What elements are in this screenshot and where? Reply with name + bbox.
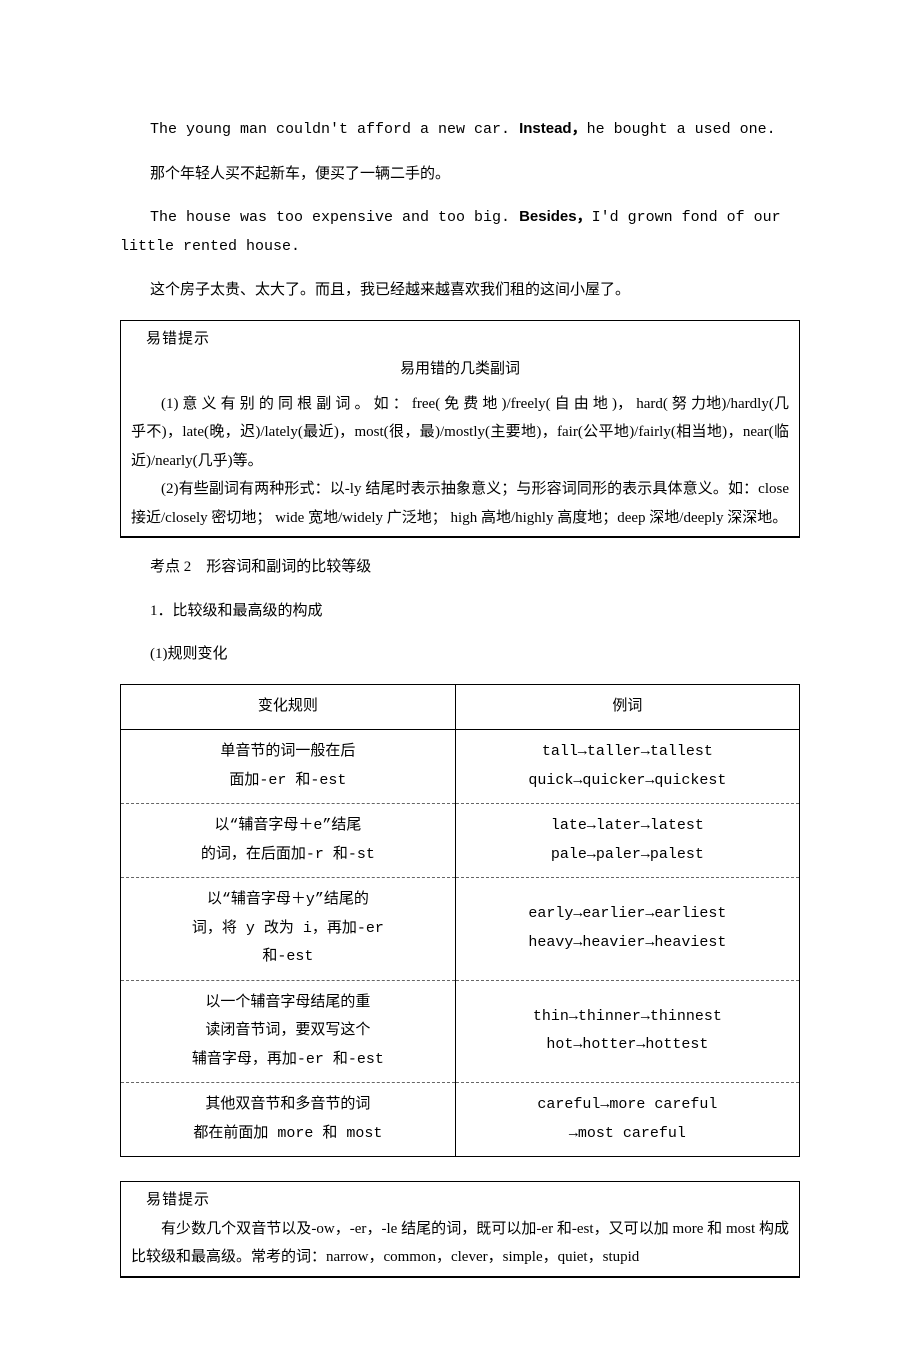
callout-badge-2: 易错提示: [131, 1186, 789, 1215]
table-row: thin→thinner→thinnesthot→hotter→hottest: [455, 980, 799, 1083]
table-row: early→earlier→earliestheavy→heavier→heav…: [455, 878, 799, 981]
sentence-2: The house was too expensive and too big.…: [120, 203, 800, 261]
table-header-rule: 变化规则: [121, 684, 456, 730]
section-heading: 考点 2 形容词和副词的比较等级: [120, 553, 800, 582]
sentence-1: The young man couldn't afford a new car.…: [120, 115, 800, 145]
callout-title: 易用错的几类副词: [131, 355, 789, 384]
table-row: 以一个辅音字母结尾的重读闭音节词，要双写这个辅音字母，再加-er 和-est: [121, 980, 456, 1083]
table-row: 以“辅音字母＋e”结尾的词，在后面加-r 和-st: [121, 804, 456, 878]
translation-2: 这个房子太贵、太大了。而且，我已经越来越喜欢我们租的这间小屋了。: [120, 276, 800, 305]
comparison-table: 变化规则例词 单音节的词一般在后面加-er 和-esttall→taller→t…: [120, 684, 800, 1158]
table-row: careful→more careful→most careful: [455, 1083, 799, 1157]
callout-p2: (2)有些副词有两种形式：以-ly 结尾时表示抽象意义；与形容词同形的表示具体意…: [131, 475, 789, 532]
table-row: 其他双音节和多音节的词都在前面加 more 和 most: [121, 1083, 456, 1157]
section-sub1: 1．比较级和最高级的构成: [120, 597, 800, 626]
table-row: 以“辅音字母＋y”结尾的词，将 y 改为 i，再加-er和-est: [121, 878, 456, 981]
callout-badge: 易错提示: [131, 325, 789, 354]
table-row: late→later→latestpale→paler→palest: [455, 804, 799, 878]
callout-box-2: 易错提示 有少数几个双音节以及-ow，-er，-le 结尾的词，既可以加-er …: [120, 1181, 800, 1278]
table-row: 单音节的词一般在后面加-er 和-est: [121, 730, 456, 804]
section-sub2: (1)规则变化: [120, 640, 800, 669]
callout-box-1: 易错提示 易用错的几类副词 (1) 意 义 有 别 的 同 根 副 词 。 如 …: [120, 320, 800, 539]
callout-p3: 有少数几个双音节以及-ow，-er，-le 结尾的词，既可以加-er 和-est…: [131, 1215, 789, 1272]
table-row: tall→taller→tallestquick→quicker→quickes…: [455, 730, 799, 804]
callout-p1: (1) 意 义 有 别 的 同 根 副 词 。 如 ： free( 免 费 地 …: [131, 390, 789, 476]
table-header-example: 例词: [455, 684, 799, 730]
translation-1: 那个年轻人买不起新车，便买了一辆二手的。: [120, 160, 800, 189]
